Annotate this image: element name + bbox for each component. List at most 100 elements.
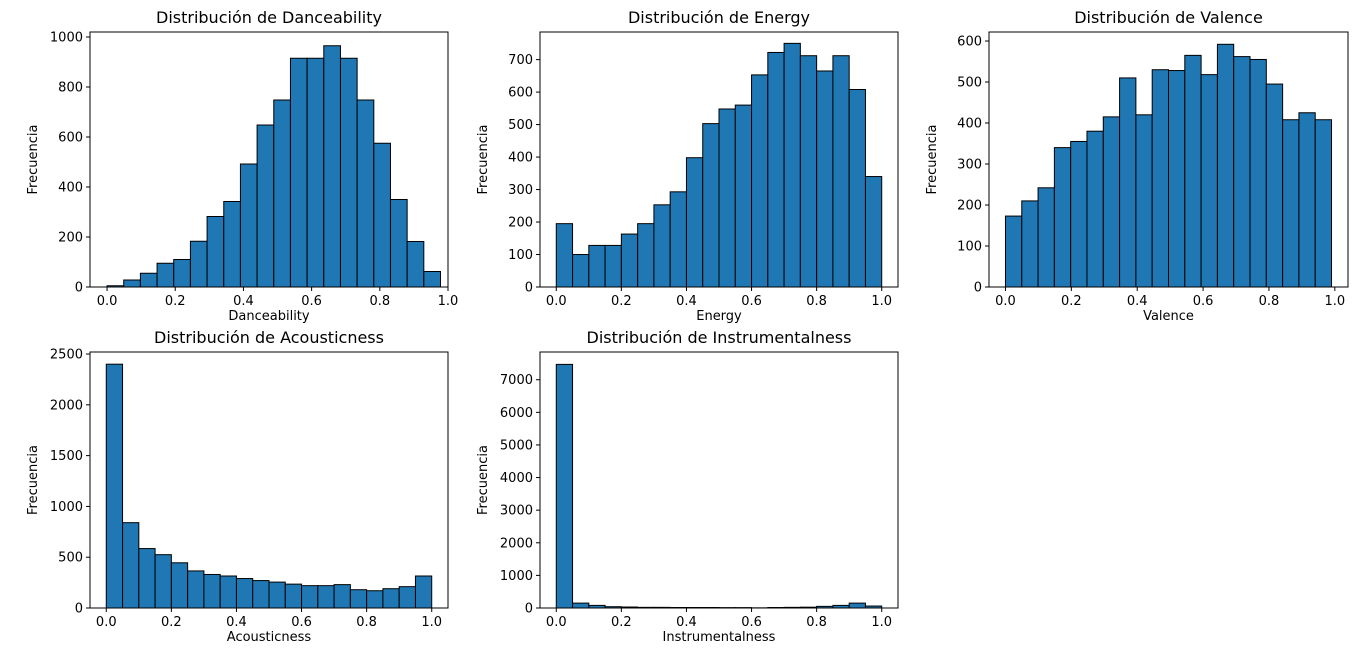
histogram-bar	[1053, 147, 1072, 288]
x-tick-label: 0.2	[611, 294, 632, 309]
y-tick-label: 500	[508, 118, 533, 133]
histogram-bar	[864, 176, 883, 288]
y-tick-label: 2000	[50, 398, 83, 413]
x-tick-label: 0.4	[676, 294, 697, 309]
y-tick-label: 7000	[500, 373, 533, 388]
y-tick-label: 600	[58, 131, 83, 146]
axes-frame	[539, 31, 899, 288]
y-tick-label: 3000	[500, 504, 533, 519]
y-tick-label: 0	[974, 281, 982, 296]
y-tick-label: 500	[58, 551, 83, 566]
x-tick-label: 0.0	[96, 615, 117, 630]
x-axis-label: Energy	[696, 309, 742, 324]
y-tick-label: 300	[957, 158, 982, 173]
x-tick-label: 0.0	[546, 294, 567, 309]
chart-panel-1: 0.0 0.2 0.4 0.6 0.8 1.0 0 200 400 600 800 1000 Distr…	[26, 8, 458, 324]
histogram-bar	[572, 602, 590, 609]
x-tick-label: 0.6	[1193, 294, 1214, 309]
y-tick-label: 800	[58, 81, 83, 96]
histogram-bar	[1298, 112, 1316, 288]
y-axis-label: Frecuencia	[476, 445, 491, 515]
histogram-bar	[122, 522, 140, 609]
histogram-bar	[414, 575, 433, 609]
histogram-bar	[356, 99, 375, 288]
histogram-bar	[832, 55, 850, 288]
histogram-bar	[139, 272, 158, 288]
y-tick-label: 2500	[50, 348, 83, 363]
histogram-bar	[268, 581, 286, 609]
histogram-bar	[423, 271, 441, 288]
histogram-bar	[1249, 58, 1267, 288]
histogram-bar	[718, 108, 736, 288]
histogram-bar	[1021, 200, 1039, 288]
y-axis-label: Frecuencia	[476, 125, 491, 195]
histogram-bar	[734, 104, 753, 288]
histogram-bar	[1135, 114, 1153, 288]
x-tick-label: 0.4	[226, 615, 247, 630]
histogram-bar	[349, 589, 368, 609]
x-axis-label: Valence	[1143, 309, 1194, 324]
x-tick-label: 0.8	[806, 615, 827, 630]
histogram-bar	[373, 142, 391, 288]
histogram-bar	[767, 51, 785, 288]
histogram-bar	[1070, 140, 1088, 288]
histogram-bar	[604, 244, 622, 288]
histogram-bar	[1037, 187, 1055, 288]
histogram-bar	[799, 55, 818, 288]
y-tick-label: 100	[957, 240, 982, 255]
chart-title: Distribución de Energy	[628, 8, 810, 27]
y-tick-label: 0	[75, 281, 83, 296]
histogram-bar	[138, 548, 156, 609]
y-tick-label: 600	[957, 35, 982, 50]
y-tick-label: 400	[957, 117, 982, 132]
histogram-bar	[206, 216, 225, 288]
y-tick-label: 100	[508, 248, 533, 263]
x-axis-label: Instrumentalness	[663, 630, 776, 645]
histogram-bar	[389, 199, 408, 288]
x-tick-label: 0.2	[161, 615, 182, 630]
histogram-bar	[105, 363, 124, 609]
histogram-bar	[123, 279, 141, 288]
histogram-bar	[289, 57, 308, 288]
y-tick-label: 700	[508, 53, 533, 68]
chart-panel-3: 0.0 0.2 0.4 0.6 0.8 1.0 0 100 200 300 400 500 600 Dis…	[925, 8, 1349, 324]
x-tick-label: 1.0	[421, 615, 442, 630]
y-tick-label: 0	[75, 602, 83, 617]
x-tick-label: 0.6	[741, 294, 762, 309]
histogram-bar	[203, 573, 221, 609]
y-tick-label: 500	[957, 76, 982, 91]
axes-frame	[988, 31, 1349, 288]
y-tick-label: 200	[957, 199, 982, 214]
histogram-bar	[555, 363, 574, 609]
y-tick-label: 6000	[500, 406, 533, 421]
histogram-bar	[1151, 69, 1169, 288]
x-tick-label: 0.4	[676, 615, 697, 630]
x-tick-label: 0.4	[1127, 294, 1148, 309]
chart-title: Distribución de Acousticness	[154, 328, 384, 347]
histogram-bar	[1086, 130, 1104, 288]
x-tick-label: 0.8	[356, 615, 377, 630]
histogram-bar	[1168, 70, 1186, 288]
histogram-bar	[323, 45, 341, 288]
y-tick-label: 1500	[50, 449, 83, 464]
x-tick-label: 1.0	[871, 615, 892, 630]
histogram-bar	[1200, 74, 1218, 288]
histogram-bar	[1314, 119, 1333, 288]
histogram-bar	[702, 123, 720, 288]
histogram-bar	[1119, 77, 1137, 288]
y-tick-label: 200	[508, 216, 533, 231]
x-tick-label: 0.4	[233, 294, 254, 309]
histogram-bar	[1004, 215, 1023, 288]
histogram-bar	[339, 57, 358, 288]
histogram-bar	[333, 584, 351, 609]
y-tick-label: 0	[525, 281, 533, 296]
histogram-bar	[189, 240, 208, 288]
y-axis-label: Frecuencia	[925, 125, 940, 195]
x-tick-label: 0.0	[995, 294, 1016, 309]
histogram-bar	[154, 554, 172, 609]
axes-frame	[539, 351, 899, 609]
histogram-bar	[1265, 83, 1284, 288]
histogram-bar	[306, 57, 325, 288]
histogram-bar	[406, 241, 425, 288]
